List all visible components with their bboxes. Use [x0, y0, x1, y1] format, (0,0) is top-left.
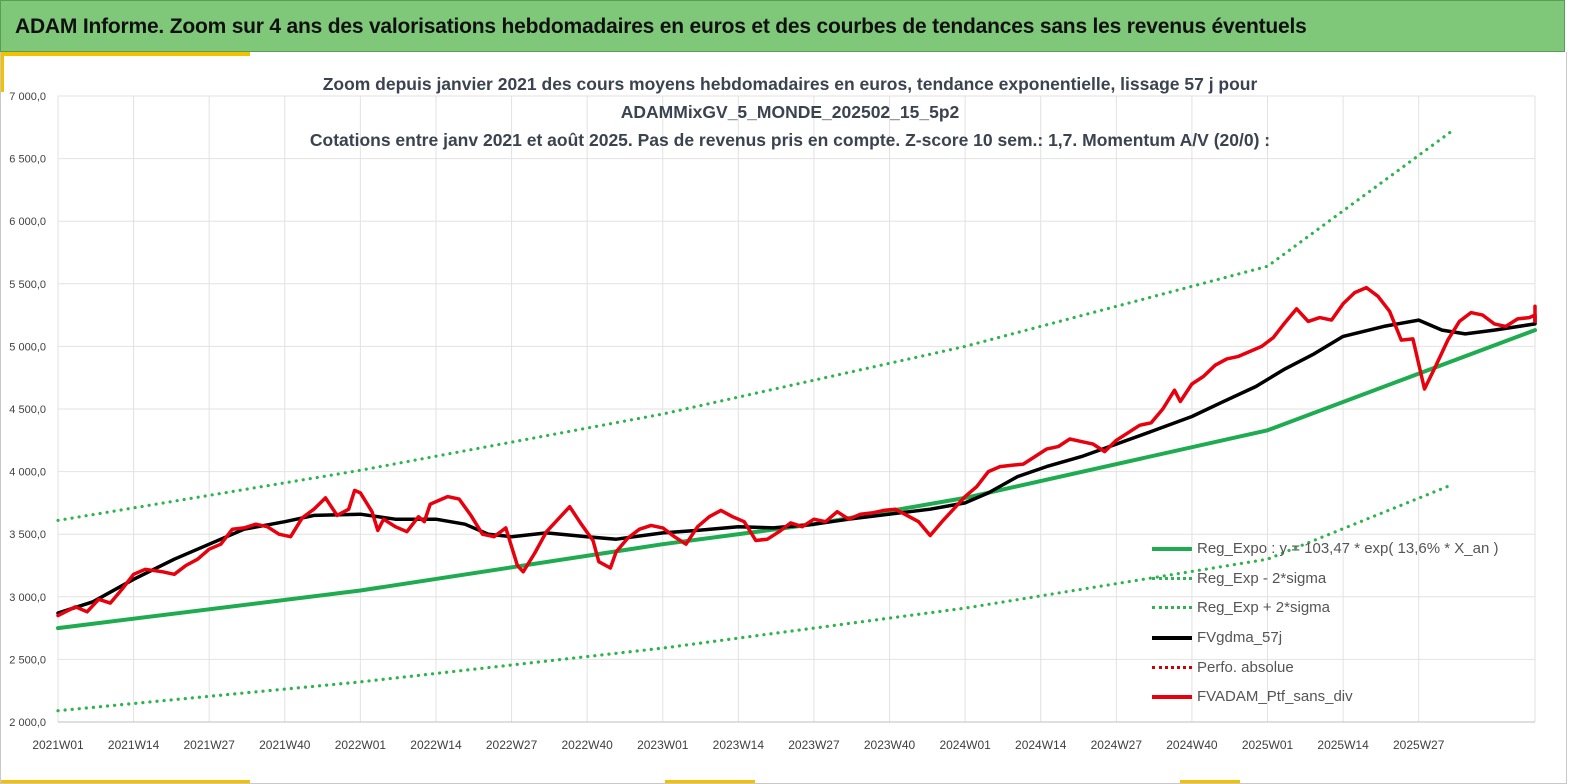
banner-title: ADAM Informe. Zoom sur 4 ans des valoris…	[15, 15, 1307, 38]
y-tick-label: 6 500,0	[9, 154, 46, 166]
accent-bar-bottom-left	[0, 780, 250, 784]
legend-swatch-reg-expo	[1152, 546, 1192, 551]
legend-label-reg-exp-plus: Reg_Exp + 2*sigma	[1197, 599, 1330, 617]
accent-bar-bottom-mid	[665, 780, 755, 784]
chart-title-line-2: ADAMMixGV_5_MONDE_202502_15_5p2	[620, 102, 960, 122]
x-tick-label: 2024W40	[1166, 738, 1218, 752]
chart-title-line-1: Zoom depuis janvier 2021 des cours moyen…	[322, 74, 1258, 94]
legend-item-fvadam: FVADAM_Ptf_sans_div	[1152, 682, 1552, 712]
series-reg-exp-plus-2sigma	[56, 128, 1456, 522]
x-tick-label: 2023W40	[864, 738, 916, 752]
x-tick-label: 2023W14	[713, 738, 765, 752]
legend-item-fvgdma: FVgdma_57j	[1152, 623, 1552, 653]
series-lines	[56, 128, 1537, 713]
x-tick-label: 2021W14	[108, 738, 160, 752]
x-tick-label: 2024W14	[1015, 738, 1067, 752]
x-tick-label: 2023W01	[637, 738, 689, 752]
legend-label-reg-exp-minus: Reg_Exp - 2*sigma	[1197, 569, 1327, 587]
chart-legend: Reg_Expo : y = 103,47 * exp( 13,6% * X_a…	[1152, 534, 1552, 712]
accent-bar-top-left	[0, 52, 250, 56]
x-tick-label: 2023W27	[788, 738, 840, 752]
x-tick-label: 2021W27	[184, 738, 236, 752]
legend-label-perfo-absolue: Perfo. absolue	[1197, 658, 1294, 676]
y-tick-label: 3 500,0	[9, 529, 46, 541]
y-tick-label: 6 000,0	[9, 216, 46, 228]
series-fvadam-ptf	[56, 285, 1537, 618]
y-tick-label: 2 000,0	[9, 717, 46, 729]
legend-label-reg-expo: Reg_Expo : y = 103,47 * exp( 13,6% * X_a…	[1197, 540, 1499, 558]
x-tick-label: 2021W40	[259, 738, 311, 752]
legend-swatch-reg-exp-minus	[1152, 576, 1192, 580]
x-tick-label: 2022W27	[486, 738, 538, 752]
accent-bar-bottom-right	[1180, 780, 1240, 784]
x-tick-label: 2022W14	[410, 738, 462, 752]
y-axis-tick-labels: 2 000,0 2 500,0 3 000,0 3 500,0 4 000,0 4 500…	[9, 91, 46, 729]
y-tick-label: 4 000,0	[9, 467, 46, 479]
legend-label-fvgdma: FVgdma_57j	[1197, 629, 1283, 647]
header-banner: ADAM Informe. Zoom sur 4 ans des valoris…	[0, 0, 1565, 52]
x-tick-label: 2024W01	[939, 738, 991, 752]
y-tick-label: 3 000,0	[9, 592, 46, 604]
y-tick-label: 5 000,0	[9, 341, 46, 353]
legend-swatch-perfo-absolue	[1152, 665, 1192, 669]
legend-item-perfo-absolue: Perfo. absolue	[1152, 652, 1552, 682]
y-tick-label: 7 000,0	[9, 91, 46, 103]
gridlines	[57, 95, 1536, 723]
y-tick-label: 4 500,0	[9, 404, 46, 416]
accent-bar-left-edge	[0, 52, 4, 92]
legend-label-fvadam: FVADAM_Ptf_sans_div	[1197, 688, 1353, 706]
x-tick-label: 2022W01	[335, 738, 387, 752]
y-tick-label: 2 500,0	[9, 654, 46, 666]
chart-title: Zoom depuis janvier 2021 des cours moyen…	[180, 70, 1400, 154]
series-reg-exp-minus-2sigma	[56, 482, 1456, 713]
x-tick-label: 2021W01	[32, 738, 84, 752]
legend-swatch-reg-exp-plus	[1152, 606, 1192, 610]
legend-item-reg-exp-minus: Reg_Exp - 2*sigma	[1152, 564, 1552, 594]
x-axis-tick-labels: 2021W01 2021W14 2021W27 2021W40 2022W01 2022W…	[32, 738, 1444, 752]
legend-item-reg-expo: Reg_Expo : y = 103,47 * exp( 13,6% * X_a…	[1152, 534, 1552, 564]
legend-swatch-fvadam	[1152, 694, 1192, 699]
x-tick-label: 2025W27	[1393, 738, 1445, 752]
legend-item-reg-exp-plus: Reg_Exp + 2*sigma	[1152, 593, 1552, 623]
legend-swatch-fvgdma	[1152, 635, 1192, 640]
y-tick-label: 5 500,0	[9, 279, 46, 291]
x-tick-label: 2025W14	[1317, 738, 1369, 752]
x-tick-label: 2022W40	[561, 738, 613, 752]
chart-title-line-3: Cotations entre janv 2021 et août 2025. …	[309, 130, 1271, 150]
x-tick-label: 2024W27	[1091, 738, 1143, 752]
x-tick-label: 2025W01	[1242, 738, 1294, 752]
